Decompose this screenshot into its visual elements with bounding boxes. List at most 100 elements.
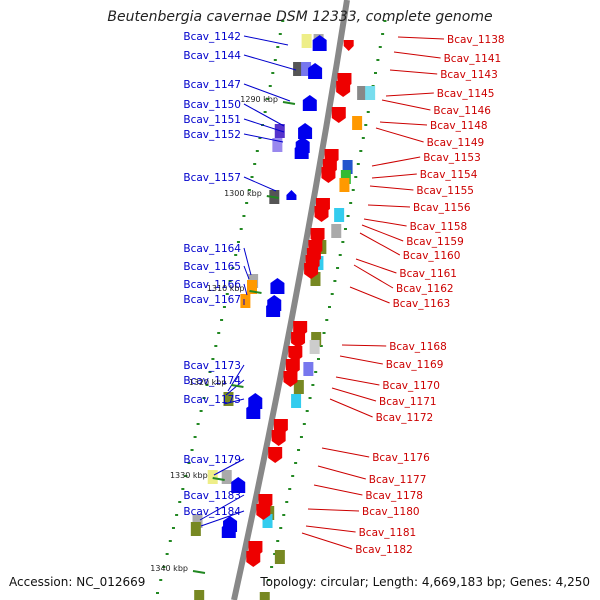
- gene-label-right: Bcav_1180: [362, 506, 420, 518]
- forward-gene-arrow: [298, 123, 313, 139]
- gene-label-left: Bcav_1157: [183, 172, 241, 184]
- scale-dot: [187, 462, 191, 464]
- summary-text: Topology: circular; Length: 4,669,183 bp…: [260, 575, 590, 589]
- scale-dot: [171, 527, 175, 529]
- cog-box: [357, 86, 368, 100]
- leader-line-right: [341, 344, 387, 347]
- gene-label-left: Bcav_1173: [183, 360, 241, 372]
- leader-line-right: [313, 484, 363, 496]
- cog-box: [365, 86, 376, 100]
- leader-line-left: [227, 364, 245, 392]
- cog-box: [207, 470, 218, 484]
- gene-label-right: Bcav_1143: [440, 69, 498, 81]
- scale-dot: [282, 514, 286, 516]
- scale-dot: [271, 72, 275, 74]
- scale-dot: [178, 501, 182, 503]
- cog-box: [301, 62, 312, 76]
- cog-box: [223, 392, 234, 406]
- leader-line-left: [243, 176, 277, 192]
- gene-label-right: Bcav_1148: [430, 120, 488, 132]
- cog-box: [311, 332, 322, 346]
- scale-label: 1330 kbp: [170, 471, 208, 480]
- scale-label: 1340 kbp: [150, 564, 188, 573]
- scale-dot: [333, 280, 337, 282]
- leader-line-right: [359, 232, 401, 256]
- cog-box: [246, 280, 257, 294]
- cog-box: [342, 160, 353, 174]
- cog-box: [301, 34, 312, 48]
- scale-dot: [299, 436, 303, 438]
- gene-label-left: Bcav_1175: [183, 394, 241, 406]
- leader-line-left: [243, 103, 285, 127]
- cog-box: [339, 178, 350, 192]
- leader-line-left: [243, 118, 285, 133]
- leader-line-right: [355, 258, 397, 274]
- leader-line-right: [385, 92, 434, 97]
- forward-gene-arrow: [266, 301, 281, 317]
- scale-dot: [349, 202, 353, 204]
- leader-line-left: [223, 398, 245, 405]
- forward-gene-arrow: [302, 95, 317, 111]
- reverse-gene-arrow: [288, 346, 303, 362]
- scale-dot: [305, 410, 309, 412]
- label-leader-lines: [199, 35, 445, 550]
- leader-line-left: [243, 35, 289, 46]
- leader-line-right: [321, 447, 370, 458]
- accession-text: Accession: NC_012669: [9, 575, 146, 589]
- gene-label-left: Bcav_1166: [183, 279, 241, 291]
- gene-label-right: Bcav_1176: [372, 452, 430, 464]
- reverse-gene-arrow: [331, 107, 346, 123]
- cog-box: [309, 340, 320, 354]
- cog-box: [293, 380, 304, 394]
- leader-line-left: [213, 458, 245, 476]
- reverse-gene-arrow: [304, 263, 319, 279]
- gene-label-right: Bcav_1163: [393, 298, 451, 310]
- cog-box: [310, 272, 321, 286]
- scale-dot: [193, 436, 197, 438]
- scale-dot: [276, 540, 280, 542]
- leader-line-right: [335, 376, 380, 386]
- cog-box: [334, 208, 345, 222]
- scale-dot: [336, 267, 340, 269]
- gene-label-left: Bcav_1142: [183, 31, 241, 43]
- scale-dot: [205, 384, 209, 386]
- scale-dot: [250, 176, 254, 178]
- scale-dot: [325, 319, 329, 321]
- scale-dot: [239, 228, 243, 230]
- gene-label-left: Bcav_1147: [183, 79, 241, 91]
- scale-ticks: [155, 20, 387, 594]
- gene-label-right: Bcav_1160: [403, 250, 461, 262]
- scale-label: 1320 kbp: [189, 378, 227, 387]
- gene-label-right: Bcav_1172: [376, 412, 434, 424]
- gene-label-right: Bcav_1178: [365, 490, 423, 502]
- reverse-gene-arrow: [246, 551, 261, 567]
- forward-gene-arrow: [308, 63, 323, 79]
- scale-dot: [225, 293, 229, 295]
- leader-line-left: [199, 494, 245, 521]
- cog-box: [331, 224, 342, 238]
- reverse-gene-arrow: [256, 504, 271, 520]
- scale-dot: [220, 319, 224, 321]
- scale-dot: [294, 462, 298, 464]
- scale-dot: [273, 59, 277, 61]
- cog-box: [274, 550, 285, 564]
- cog-box: [221, 470, 232, 484]
- scale-dot: [267, 579, 271, 581]
- gene-label-left: Bcav_1152: [183, 129, 241, 141]
- scale-dot: [376, 59, 380, 61]
- scale-dot: [316, 358, 320, 360]
- scale-dot: [356, 163, 360, 165]
- scale-dot: [285, 501, 289, 503]
- scale-dot: [351, 189, 355, 191]
- cog-box: [259, 592, 270, 600]
- leader-line-right: [329, 398, 373, 418]
- scale-dot: [338, 254, 342, 256]
- gene-label-right: Bcav_1177: [369, 474, 427, 486]
- leader-line-right: [361, 224, 404, 242]
- scale-labels: 1290 kbp 1300 kbp 1310 kbp 1320 kbp 1330 kbp…: [150, 95, 296, 574]
- scale-dot: [374, 72, 378, 74]
- gene-label-right: Bcav_1154: [420, 169, 478, 181]
- leader-line-right: [371, 156, 421, 167]
- scale-dot: [288, 488, 292, 490]
- scale-dot: [214, 345, 218, 347]
